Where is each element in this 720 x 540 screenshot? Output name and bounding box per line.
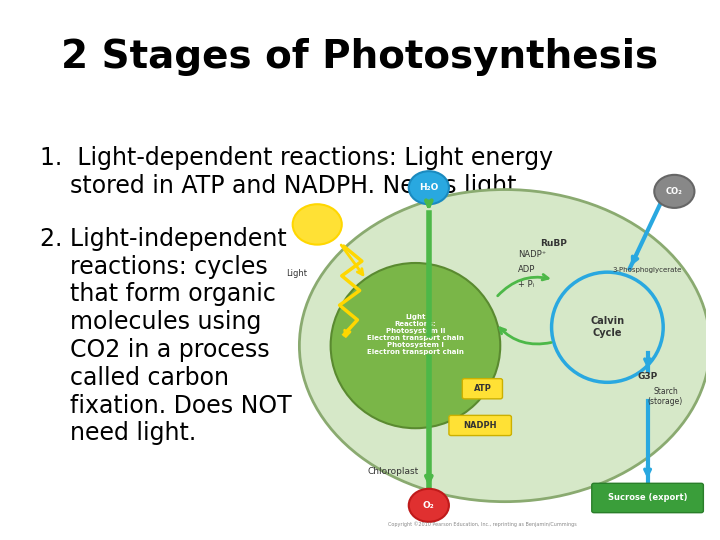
Text: NADPH: NADPH: [464, 421, 497, 430]
Text: O₂: O₂: [423, 501, 435, 510]
Text: + Pᵢ: + Pᵢ: [518, 280, 534, 289]
Text: 3-Phosphoglycerate: 3-Phosphoglycerate: [613, 267, 683, 273]
Text: ADP: ADP: [518, 265, 536, 274]
FancyBboxPatch shape: [449, 415, 511, 436]
FancyBboxPatch shape: [462, 379, 503, 399]
Text: Chloroplast: Chloroplast: [367, 467, 419, 476]
Text: Copyright ©2010 Pearson Education, Inc., reprinting as Benjamin/Cummings: Copyright ©2010 Pearson Education, Inc.,…: [388, 521, 577, 526]
Text: NADP⁺: NADP⁺: [518, 251, 546, 260]
Text: RuBP: RuBP: [541, 239, 567, 248]
Text: G3P: G3P: [637, 372, 657, 381]
FancyBboxPatch shape: [592, 483, 703, 512]
Text: Sucrose (export): Sucrose (export): [608, 494, 688, 503]
Text: H₂O: H₂O: [419, 183, 438, 192]
Text: Starch
(storage): Starch (storage): [648, 387, 683, 407]
Text: Calvin
Cycle: Calvin Cycle: [590, 316, 624, 338]
Circle shape: [654, 175, 695, 208]
Ellipse shape: [300, 190, 710, 502]
Text: 1.  Light-dependent reactions: Light energy
    stored in ATP and NADPH. Needs l: 1. Light-dependent reactions: Light ener…: [40, 146, 553, 198]
Text: 2. Light-independent
    reactions: cycles
    that form organic
    molecules u: 2. Light-independent reactions: cycles t…: [40, 227, 292, 446]
Text: CO₂: CO₂: [666, 187, 683, 196]
Circle shape: [292, 204, 342, 245]
Circle shape: [409, 171, 449, 204]
Text: Light
Reactions:
Photosystem II
Electron transport chain
Photosystem I
Electron : Light Reactions: Photosystem II Electron…: [367, 314, 464, 355]
Text: 2 Stages of Photosynthesis: 2 Stages of Photosynthesis: [61, 38, 659, 76]
Ellipse shape: [330, 263, 500, 428]
Text: Light: Light: [286, 269, 307, 278]
Text: ATP: ATP: [474, 384, 491, 393]
Circle shape: [409, 489, 449, 522]
